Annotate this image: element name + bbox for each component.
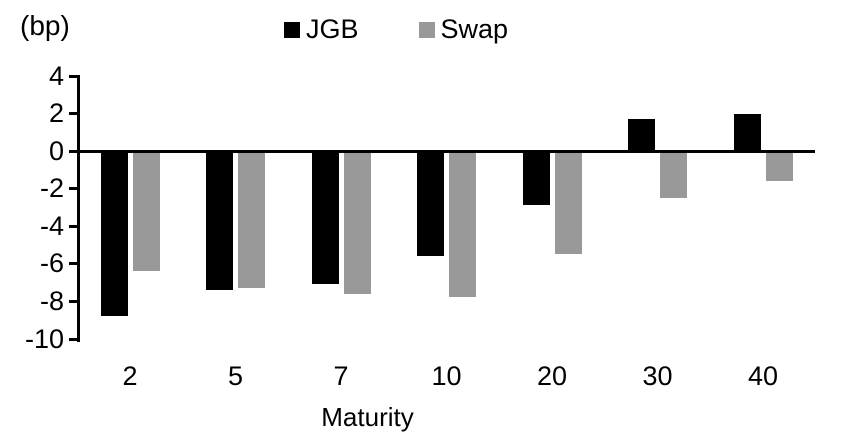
legend-item-swap: Swap [418, 14, 509, 45]
bar-jgb-2 [100, 152, 128, 317]
y-tick-label: -6 [39, 248, 64, 279]
y-tick-label: 4 [48, 60, 64, 91]
y-tick-label: 2 [48, 98, 64, 129]
bar-swap-10 [449, 152, 476, 298]
bar-jgb-5 [206, 152, 233, 290]
bar-swap-5 [238, 152, 265, 288]
x-axis-label-10: 10 [431, 361, 462, 391]
jgb-swatch-icon [284, 21, 300, 38]
y-tick-mark [69, 74, 80, 78]
plot-area: 4 2 0 -2 -4 -6 -8 -10 2 5 7 10 20 30 40 [25, 62, 815, 391]
y-tick-label: 0 [48, 135, 64, 166]
y-tick-mark [69, 337, 80, 341]
legend: JGB Swap [284, 14, 508, 45]
y-tick-mark [69, 262, 80, 266]
y-axis-line [77, 76, 80, 342]
legend-label-jgb: JGB [306, 14, 359, 44]
x-axis-label-7: 7 [333, 361, 349, 391]
legend-item-jgb: JGB [284, 14, 359, 45]
y-tick-mark [69, 112, 80, 116]
bar-jgb-10 [417, 152, 444, 256]
bar-swap-7 [343, 152, 371, 294]
legend-label-swap: Swap [440, 14, 509, 44]
bar-swap-20 [554, 152, 582, 255]
y-tick-mark [69, 299, 80, 303]
y-tick-mark [69, 187, 80, 191]
bar-jgb-20 [522, 152, 550, 206]
bar-jgb-7 [311, 152, 339, 285]
x-axis-label-40: 40 [747, 361, 779, 391]
x-axis-title: Maturity [321, 402, 414, 432]
bar-swap-2 [132, 152, 160, 271]
x-axis-label-20: 20 [536, 361, 568, 391]
x-axis-label-5: 5 [227, 361, 244, 391]
y-tick-mark [69, 149, 80, 153]
bar-swap-40 [765, 152, 793, 181]
bar-jgb-40 [733, 113, 761, 152]
bar-jgb-30 [628, 119, 655, 152]
zero-baseline [77, 149, 815, 153]
y-tick-mark [69, 224, 80, 228]
y-tick-label: -2 [39, 173, 64, 204]
y-tick-label: -8 [39, 285, 64, 316]
y-axis-unit-label: (bp) [20, 10, 70, 41]
swap-swatch-icon [418, 21, 435, 38]
x-axis-label-30: 30 [642, 361, 673, 391]
bar-swap-30 [660, 152, 687, 198]
x-axis-label-2: 2 [122, 361, 138, 391]
y-tick-label: -4 [39, 210, 64, 241]
y-tick-label: -10 [24, 323, 64, 354]
